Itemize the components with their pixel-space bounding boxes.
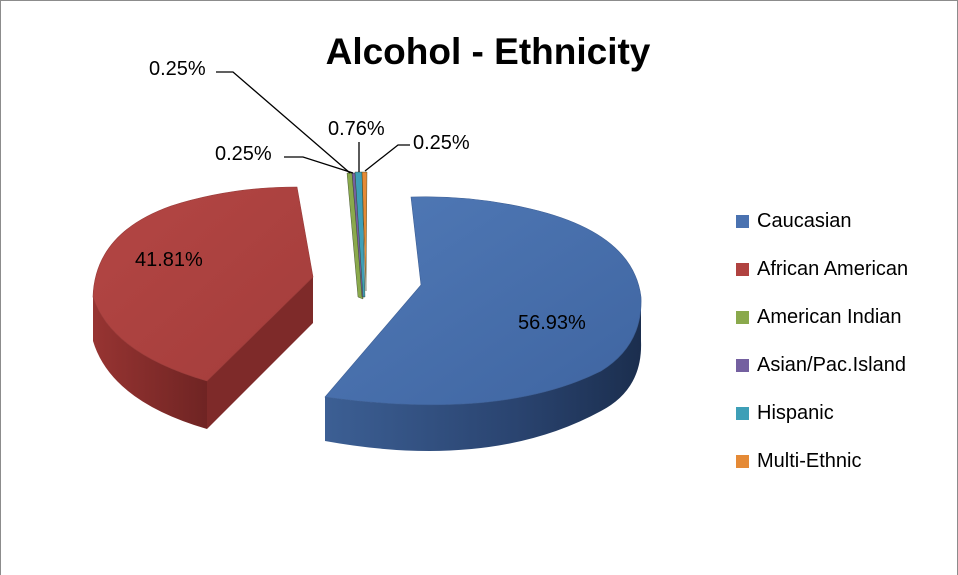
legend-label: Multi-Ethnic: [757, 449, 862, 472]
legend-label: American Indian: [757, 305, 902, 328]
legend-swatch: [736, 214, 749, 228]
data-label-african-american: 41.81%: [135, 249, 203, 271]
leader-line-american-indian: [216, 71, 351, 174]
slice-multi-ethnic: [361, 171, 368, 292]
data-label-american-indian: 0.25%: [149, 58, 206, 80]
data-label-multi-ethnic: 0.25%: [413, 132, 470, 154]
legend-label: Hispanic: [757, 401, 834, 424]
legend-swatch: [736, 358, 749, 372]
legend-swatch: [736, 262, 749, 276]
leader-line-multi-ethnic: [364, 144, 410, 172]
legend-item-african-american: African American: [736, 245, 908, 293]
data-label-caucasian: 56.93%: [518, 312, 586, 334]
data-label-hispanic: 0.76%: [328, 118, 385, 140]
slice-african-american: [92, 186, 314, 382]
legend-item-caucasian: Caucasian: [736, 197, 908, 245]
legend-item-hispanic: Hispanic: [736, 389, 908, 437]
legend-label: Asian/Pac.Island: [757, 353, 906, 376]
legend-swatch: [736, 310, 749, 324]
slice-american-indian: [346, 172, 364, 300]
legend: Caucasian African American American Indian…: [736, 197, 908, 485]
slice-hispanic: [354, 171, 366, 298]
legend-swatch: [736, 454, 749, 468]
legend-label: Caucasian: [757, 209, 852, 232]
slice-cut-african-american: [207, 277, 313, 429]
legend-label: African American: [757, 257, 909, 280]
legend-item-american-indian: American Indian: [736, 293, 908, 341]
slice-side-african-american: [93, 297, 207, 429]
chart-title: Alcohol - Ethnicity: [325, 31, 651, 72]
leader-line-asian-pac-island: [284, 156, 354, 174]
slice-caucasian: [324, 196, 642, 406]
legend-swatch: [736, 406, 749, 420]
data-label-asian-pac-island: 0.25%: [215, 143, 272, 165]
legend-item-multi-ethnic: Multi-Ethnic: [736, 437, 908, 485]
slice-side-caucasian: [325, 297, 642, 451]
legend-item-asian-pac-island: Asian/Pac.Island: [736, 341, 908, 389]
